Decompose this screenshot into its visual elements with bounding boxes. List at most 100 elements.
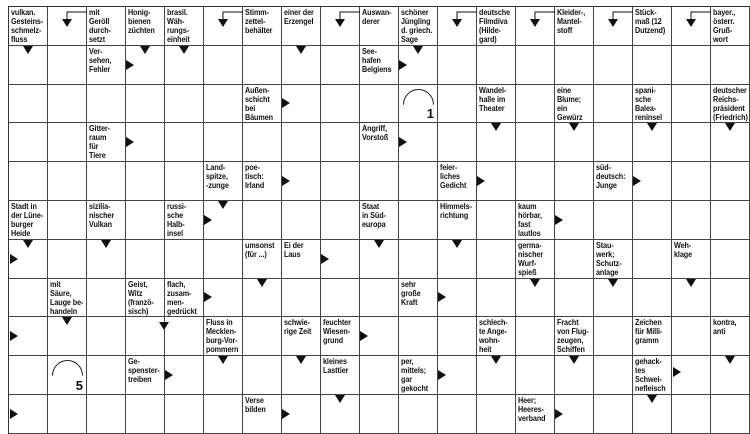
- answer-cell[interactable]: [477, 394, 516, 434]
- answer-cell[interactable]: [87, 356, 126, 395]
- answer-cell[interactable]: [87, 278, 126, 318]
- answer-cell[interactable]: [87, 162, 126, 201]
- answer-cell[interactable]: [9, 317, 48, 357]
- answer-cell[interactable]: [360, 356, 399, 395]
- answer-cell[interactable]: [87, 84, 126, 124]
- answer-cell[interactable]: [594, 356, 633, 395]
- answer-cell[interactable]: [555, 162, 594, 201]
- answer-cell[interactable]: [243, 356, 282, 395]
- answer-cell[interactable]: [48, 239, 87, 279]
- answer-cell[interactable]: [9, 356, 48, 395]
- answer-cell[interactable]: [282, 123, 321, 163]
- answer-cell[interactable]: [243, 45, 282, 85]
- answer-cell[interactable]: [126, 162, 165, 201]
- answer-cell[interactable]: [126, 317, 165, 357]
- answer-cell[interactable]: [399, 200, 438, 240]
- answer-cell[interactable]: [165, 394, 204, 434]
- answer-cell[interactable]: [438, 45, 477, 85]
- answer-cell[interactable]: [555, 239, 594, 279]
- answer-cell[interactable]: [165, 162, 204, 201]
- answer-cell[interactable]: [672, 123, 711, 163]
- answer-cell[interactable]: [9, 394, 48, 434]
- answer-cell[interactable]: [672, 394, 711, 434]
- answer-cell[interactable]: [711, 278, 750, 318]
- answer-cell[interactable]: [243, 200, 282, 240]
- answer-cell[interactable]: [48, 123, 87, 163]
- answer-cell[interactable]: [204, 84, 243, 124]
- answer-cell[interactable]: [360, 278, 399, 318]
- answer-cell[interactable]: [9, 84, 48, 124]
- answer-cell[interactable]: [399, 239, 438, 279]
- answer-cell[interactable]: [321, 45, 360, 85]
- answer-cell[interactable]: [477, 278, 516, 318]
- answer-cell[interactable]: [594, 394, 633, 434]
- answer-cell[interactable]: [555, 45, 594, 85]
- answer-cell[interactable]: [87, 317, 126, 357]
- answer-cell[interactable]: [711, 394, 750, 434]
- answer-cell[interactable]: [282, 278, 321, 318]
- answer-cell[interactable]: [204, 239, 243, 279]
- answer-cell[interactable]: [516, 162, 555, 201]
- answer-cell[interactable]: [48, 162, 87, 201]
- answer-cell[interactable]: [204, 394, 243, 434]
- answer-cell[interactable]: [165, 239, 204, 279]
- answer-cell[interactable]: [672, 45, 711, 85]
- answer-cell[interactable]: [48, 45, 87, 85]
- solution-cell[interactable]: 5: [45, 353, 90, 398]
- answer-cell[interactable]: [516, 317, 555, 357]
- answer-cell[interactable]: [9, 162, 48, 201]
- answer-cell[interactable]: [594, 7, 633, 46]
- answer-cell[interactable]: [321, 162, 360, 201]
- answer-cell[interactable]: [321, 278, 360, 318]
- answer-cell[interactable]: [204, 7, 243, 46]
- answer-cell[interactable]: [711, 162, 750, 201]
- answer-cell[interactable]: [594, 200, 633, 240]
- answer-cell[interactable]: [165, 123, 204, 163]
- answer-cell[interactable]: [438, 394, 477, 434]
- answer-cell[interactable]: [438, 317, 477, 357]
- answer-cell[interactable]: [399, 394, 438, 434]
- answer-cell[interactable]: [516, 356, 555, 395]
- answer-cell[interactable]: [633, 200, 672, 240]
- answer-cell[interactable]: [243, 317, 282, 357]
- answer-cell[interactable]: [438, 123, 477, 163]
- answer-cell[interactable]: [204, 123, 243, 163]
- answer-cell[interactable]: [9, 278, 48, 318]
- answer-cell[interactable]: [594, 45, 633, 85]
- answer-cell[interactable]: [87, 394, 126, 434]
- answer-cell[interactable]: [126, 200, 165, 240]
- answer-cell[interactable]: [321, 84, 360, 124]
- answer-cell[interactable]: [165, 317, 204, 357]
- answer-cell[interactable]: [321, 123, 360, 163]
- answer-cell[interactable]: [282, 200, 321, 240]
- answer-cell[interactable]: [48, 7, 87, 46]
- answer-cell[interactable]: [126, 239, 165, 279]
- answer-cell[interactable]: [9, 123, 48, 163]
- answer-cell[interactable]: [321, 7, 360, 46]
- answer-cell[interactable]: [438, 84, 477, 124]
- answer-cell[interactable]: [48, 200, 87, 240]
- answer-cell[interactable]: [672, 317, 711, 357]
- answer-cell[interactable]: [594, 84, 633, 124]
- answer-cell[interactable]: [672, 7, 711, 46]
- answer-cell[interactable]: [672, 162, 711, 201]
- answer-cell[interactable]: [594, 317, 633, 357]
- answer-cell[interactable]: [516, 123, 555, 163]
- answer-cell[interactable]: [48, 84, 87, 124]
- answer-cell[interactable]: [672, 200, 711, 240]
- answer-cell[interactable]: [321, 200, 360, 240]
- answer-cell[interactable]: [477, 200, 516, 240]
- answer-cell[interactable]: [477, 239, 516, 279]
- answer-cell[interactable]: [516, 84, 555, 124]
- answer-cell[interactable]: [633, 278, 672, 318]
- answer-cell[interactable]: [438, 7, 477, 46]
- answer-cell[interactable]: [555, 278, 594, 318]
- answer-cell[interactable]: [477, 45, 516, 85]
- answer-cell[interactable]: [48, 394, 87, 434]
- answer-cell[interactable]: [516, 7, 555, 46]
- answer-cell[interactable]: [711, 45, 750, 85]
- answer-cell[interactable]: [399, 317, 438, 357]
- answer-cell[interactable]: [633, 45, 672, 85]
- answer-cell[interactable]: [204, 45, 243, 85]
- answer-cell[interactable]: [672, 84, 711, 124]
